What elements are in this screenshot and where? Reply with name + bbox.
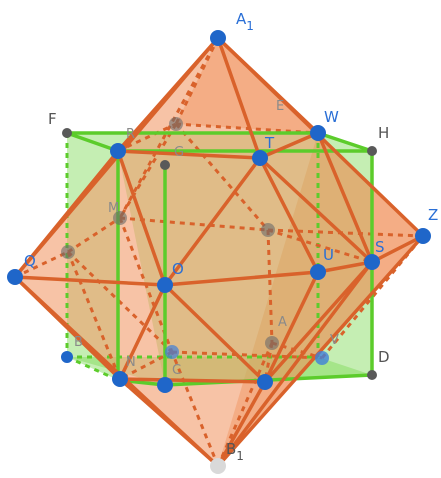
point-C [157, 377, 173, 393]
label-T: T [264, 134, 275, 152]
point-B1 [210, 458, 226, 474]
label-O: O [172, 260, 184, 278]
label-Q: Q [24, 252, 36, 270]
point-H [367, 146, 377, 156]
label-R: R [126, 127, 135, 142]
point-B-left [61, 351, 73, 363]
label-N: N [126, 355, 136, 370]
label-W: W [324, 108, 339, 126]
label-E: E [276, 99, 284, 114]
label-G: G [174, 145, 184, 160]
point-F [62, 128, 72, 138]
label-A: A [278, 315, 287, 330]
label-C: C [172, 363, 181, 378]
label-B: B [74, 335, 83, 350]
point-A1 [210, 30, 226, 46]
points [7, 30, 431, 474]
label-V: V [330, 333, 339, 348]
label-M: M [108, 201, 119, 216]
labels: A1 W H F E R G T M Z S U Q O A B V D N C… [24, 10, 438, 463]
point-U [310, 264, 326, 280]
point-E [169, 117, 183, 131]
point-T [252, 150, 268, 166]
point-W [310, 125, 326, 141]
point-K [257, 374, 273, 390]
point-Q [7, 269, 23, 285]
point-S [364, 254, 380, 270]
point-N [112, 371, 128, 387]
point-M [113, 211, 127, 225]
point-C-back [165, 345, 179, 359]
label-S: S [375, 238, 385, 256]
label-H: H [378, 124, 389, 142]
point-G [160, 160, 170, 170]
label-B1: B1 [226, 440, 244, 463]
point-D [367, 370, 377, 380]
point-R [61, 245, 75, 259]
label-F: F [48, 110, 57, 128]
label-D: D [378, 348, 390, 366]
point-P [110, 143, 126, 159]
point-A [265, 336, 279, 350]
label-Z: Z [428, 206, 438, 224]
point-center-back [261, 223, 275, 237]
point-V [315, 351, 329, 365]
point-O [157, 277, 173, 293]
point-Z [415, 228, 431, 244]
label-U: U [323, 246, 334, 264]
label-A1: A1 [236, 10, 254, 33]
